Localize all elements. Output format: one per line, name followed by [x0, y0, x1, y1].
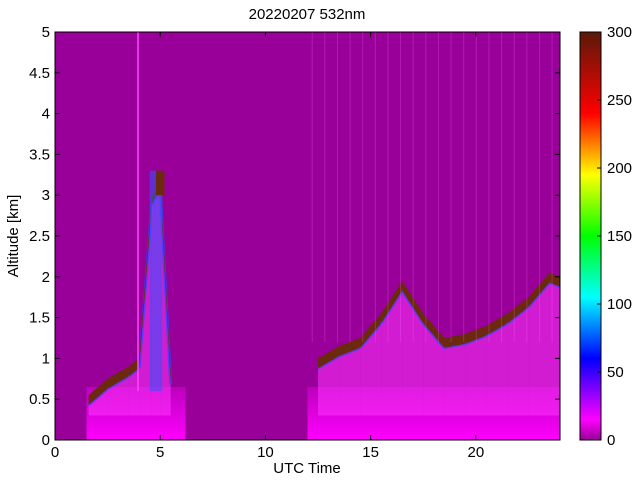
aerosol-fill	[549, 280, 560, 416]
y-tick-label: 0	[42, 432, 50, 449]
aerosol-fill	[444, 342, 466, 416]
noise-streak	[475, 32, 477, 343]
y-tick-label: 4	[42, 106, 50, 123]
cloud-band	[444, 333, 466, 348]
x-axis-ticks: 0 5 10 15 20	[51, 32, 484, 461]
cloud-band	[528, 272, 550, 307]
heatmap-layer	[86, 32, 560, 440]
x-tick-label: 5	[156, 444, 164, 461]
colorbar-tick-label: 150	[607, 228, 632, 245]
cloud-band	[465, 325, 487, 344]
y-tick-label: 5	[42, 24, 50, 41]
aerosol-fill	[381, 289, 403, 416]
noise-streak	[450, 32, 452, 343]
cloud-band	[402, 280, 424, 324]
aerosol-fill	[465, 333, 487, 416]
cloud-band	[160, 178, 171, 385]
aerosol-fill	[486, 321, 508, 416]
aerosol-fill	[128, 366, 140, 416]
cloud-band	[107, 366, 129, 389]
cloud-band	[139, 195, 152, 369]
colorbar: 0 50 100 150 200 250 300	[579, 24, 632, 449]
cloud-band	[318, 346, 340, 369]
cloud-band	[486, 313, 508, 336]
plume-streak	[137, 32, 140, 392]
noise-streak	[526, 32, 528, 343]
colorbar-tick-label: 100	[607, 296, 632, 313]
colorbar-tick-label: 200	[607, 160, 632, 177]
aerosol-fill	[423, 321, 445, 416]
x-tick-label: 20	[467, 444, 484, 461]
noise-streak	[513, 32, 515, 343]
plot-area: 0 5 10 15 20 0 0.5 1 1.5 2 2.5 3 3.5 4 4.5 5	[29, 24, 561, 461]
y-tick-label: 4.5	[29, 65, 50, 82]
cloud-band	[381, 280, 403, 324]
noise-streak	[412, 32, 414, 343]
noise-streak	[488, 32, 490, 343]
colorbar-tick-label: 0	[607, 432, 615, 449]
noise-streak	[400, 32, 402, 343]
noise-streak	[501, 32, 503, 343]
aerosol-fill	[402, 289, 424, 416]
y-axis-label: Altitude [km]	[5, 195, 22, 278]
y-tick-label: 0.5	[29, 391, 50, 408]
noise-streak	[538, 32, 540, 343]
noise-streak	[311, 32, 313, 343]
cloud-band	[507, 297, 529, 324]
aerosol-fill	[360, 321, 382, 416]
cloud-band	[423, 313, 445, 348]
cloud-band	[360, 313, 382, 348]
noise-streak	[437, 32, 439, 343]
noise-streak	[425, 32, 427, 343]
x-tick-label: 10	[257, 444, 274, 461]
noise-streak	[374, 32, 376, 343]
noise-streak	[362, 32, 364, 343]
y-tick-label: 2	[42, 269, 50, 286]
y-tick-label: 3	[42, 187, 50, 204]
noise-streak	[387, 32, 389, 343]
plume	[149, 170, 163, 392]
noise-streak	[551, 32, 553, 343]
y-tick-label: 1	[42, 350, 50, 367]
x-axis-label: UTC Time	[273, 460, 341, 477]
x-tick-label: 0	[51, 444, 59, 461]
noise-streak	[336, 32, 338, 343]
aerosol-fill	[528, 280, 550, 416]
aerosol-fill	[507, 305, 529, 416]
aerosol-fill	[339, 346, 361, 416]
y-tick-label: 3.5	[29, 146, 50, 163]
colorbar-ticks: 0 50 100 150 200 250 300	[597, 24, 632, 449]
noise-streak	[349, 32, 351, 343]
cloud-band	[88, 378, 108, 405]
colorbar-tick-label: 50	[607, 364, 624, 381]
x-tick-label: 15	[362, 444, 379, 461]
cloud-band	[128, 358, 140, 377]
y-tick-label: 2.5	[29, 228, 50, 245]
y-tick-label: 1.5	[29, 310, 50, 327]
y-axis-ticks: 0 0.5 1 1.5 2 2.5 3 3.5 4 4.5 5	[29, 24, 560, 449]
chart-title: 20220207 532nm	[249, 6, 366, 23]
plume-cloud	[156, 170, 165, 196]
noise-streak	[324, 32, 326, 343]
cloud-band	[339, 338, 361, 356]
colorbar-tick-label: 250	[607, 92, 632, 109]
noise-streak	[463, 32, 465, 343]
colorbar-tick-label: 300	[607, 24, 632, 41]
cloud-band	[549, 272, 560, 287]
aerosol-fill	[318, 354, 340, 416]
